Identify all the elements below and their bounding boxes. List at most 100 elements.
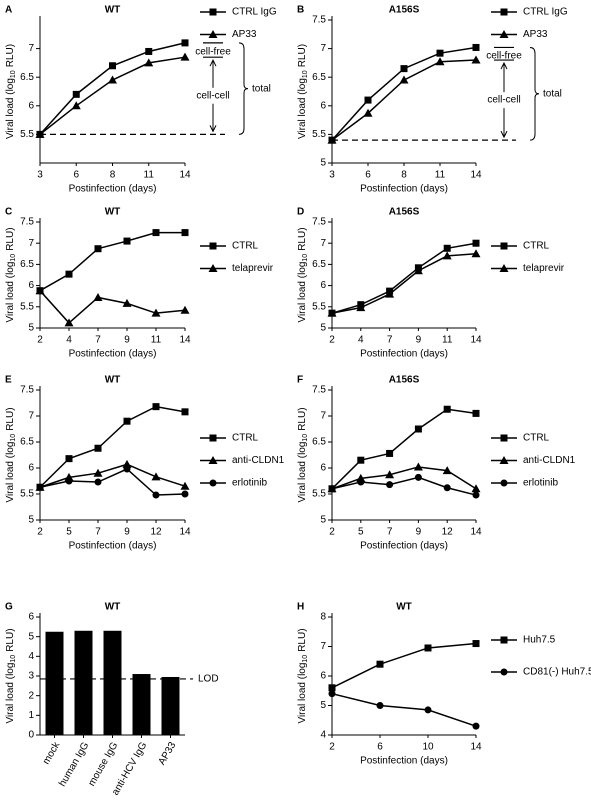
x-axis-label: Postinfection (days) <box>360 184 448 195</box>
legend-marker <box>500 479 508 487</box>
y-label-sub: 10 <box>10 434 17 442</box>
legend-label: anti-CLDN1 <box>232 455 285 466</box>
y-label-sub: 10 <box>302 70 309 78</box>
data-point <box>385 289 395 298</box>
data-point <box>443 484 451 492</box>
x-tick-label: 9 <box>416 335 422 346</box>
x-axis-label: Postinfection (days) <box>69 184 157 195</box>
y-label-sub: 10 <box>10 254 17 262</box>
data-point <box>94 478 102 486</box>
legend-label: CTRL <box>523 241 550 252</box>
y-tick-label: 5 <box>28 323 34 334</box>
y-tick-label: 6.5 <box>312 259 326 270</box>
annotation: total <box>543 88 562 99</box>
panel-title: WT <box>105 5 121 16</box>
legend-label: erlotinib <box>523 478 558 489</box>
y-axis-label: Viral load (log10 RLU) <box>297 407 309 502</box>
y-label-part: Viral load (log <box>5 78 16 139</box>
x-tick-label: 2 <box>37 335 43 346</box>
data-point <box>152 491 160 499</box>
legend-label: Huh7.5 <box>523 635 556 646</box>
data-point <box>151 308 161 317</box>
data-point <box>109 62 116 70</box>
y-tick-label: 6.5 <box>20 72 34 83</box>
data-point <box>180 305 190 314</box>
y-tick-label: 6.5 <box>312 72 326 83</box>
data-point <box>471 249 481 258</box>
y-tick-label: 6 <box>28 612 34 623</box>
y-tick-label: 6 <box>320 463 326 474</box>
bar <box>132 674 151 735</box>
y-label-part: Viral load (log <box>5 262 16 323</box>
panel-title: A156S <box>389 207 420 218</box>
data-point <box>64 318 74 327</box>
y-axis-label: Viral load (log10 RLU) <box>5 628 17 723</box>
y-tick-label: 5 <box>320 515 326 526</box>
legend-marker <box>209 479 217 487</box>
legend-marker <box>499 30 509 38</box>
data-point <box>93 468 103 477</box>
data-point <box>93 292 103 301</box>
data-point <box>181 490 189 498</box>
x-tick-label: 2 <box>329 527 335 538</box>
y-tick-label: 7.5 <box>20 217 34 228</box>
annotation: cell-cell <box>196 90 229 101</box>
y-tick-label: 6 <box>320 280 326 291</box>
y-axis-label: Viral load (log10 RLU) <box>5 227 17 322</box>
legend-label: CTRL <box>232 241 259 252</box>
y-tick-label: 7 <box>28 411 34 422</box>
annotation: total <box>252 83 271 94</box>
x-axis-label: Postinfection (days) <box>360 541 448 552</box>
x-tick-label: 9 <box>124 527 130 538</box>
legend-label: anti-CLDN1 <box>523 455 576 466</box>
legend-marker <box>208 30 218 38</box>
y-label-part: RLU) <box>5 227 16 250</box>
x-tick-label: 6 <box>377 742 383 753</box>
legend-marker <box>209 434 217 442</box>
y-label-part: Viral load (log <box>5 442 16 503</box>
y-tick-label: 7 <box>320 43 326 54</box>
legend-marker <box>209 242 217 250</box>
y-label-part: RLU) <box>5 407 16 430</box>
y-tick-label: 7 <box>28 43 34 54</box>
data-point <box>472 491 480 499</box>
x-tick-label: 2 <box>37 527 43 538</box>
data-point <box>357 478 365 486</box>
y-tick-label: 0 <box>28 730 34 741</box>
y-tick-label: 7 <box>320 641 326 652</box>
y-tick-label: 4 <box>320 730 326 741</box>
annotation-arrowhead <box>500 61 508 70</box>
y-axis-label: Viral load (log10 RLU) <box>297 44 309 139</box>
panel-label: A <box>5 5 12 16</box>
y-tick-label: 7.5 <box>20 385 34 396</box>
data-point <box>399 75 409 84</box>
data-point <box>424 644 432 652</box>
legend-marker <box>500 242 508 250</box>
y-label-sub: 10 <box>10 70 17 78</box>
panel-title: A156S <box>389 5 420 16</box>
x-tick-label: 5 <box>358 527 364 538</box>
legend-label: telaprevir <box>232 263 274 274</box>
data-point <box>472 722 480 730</box>
data-point <box>413 266 423 275</box>
series-line <box>331 692 477 727</box>
x-tick-label: 10 <box>422 742 434 753</box>
data-point <box>424 706 432 714</box>
x-tick-label: 14 <box>470 170 482 181</box>
series-line <box>39 290 186 324</box>
x-tick-label: 7 <box>387 527 393 538</box>
panel-label: G <box>5 602 13 613</box>
data-point <box>471 484 481 493</box>
legend-label: CTRL <box>523 433 550 444</box>
x-tick-label: 8 <box>110 170 116 181</box>
data-point <box>94 245 102 253</box>
y-tick-label: 5 <box>28 631 34 642</box>
y-axis-label: Viral load (log10 RLU) <box>297 227 309 322</box>
legend-label: AP33 <box>523 29 548 40</box>
data-point <box>328 690 336 698</box>
panel-label: D <box>297 207 304 218</box>
data-point <box>376 702 384 709</box>
legend-marker <box>208 264 218 272</box>
panel-title: WT <box>396 602 412 613</box>
data-point <box>65 270 73 278</box>
